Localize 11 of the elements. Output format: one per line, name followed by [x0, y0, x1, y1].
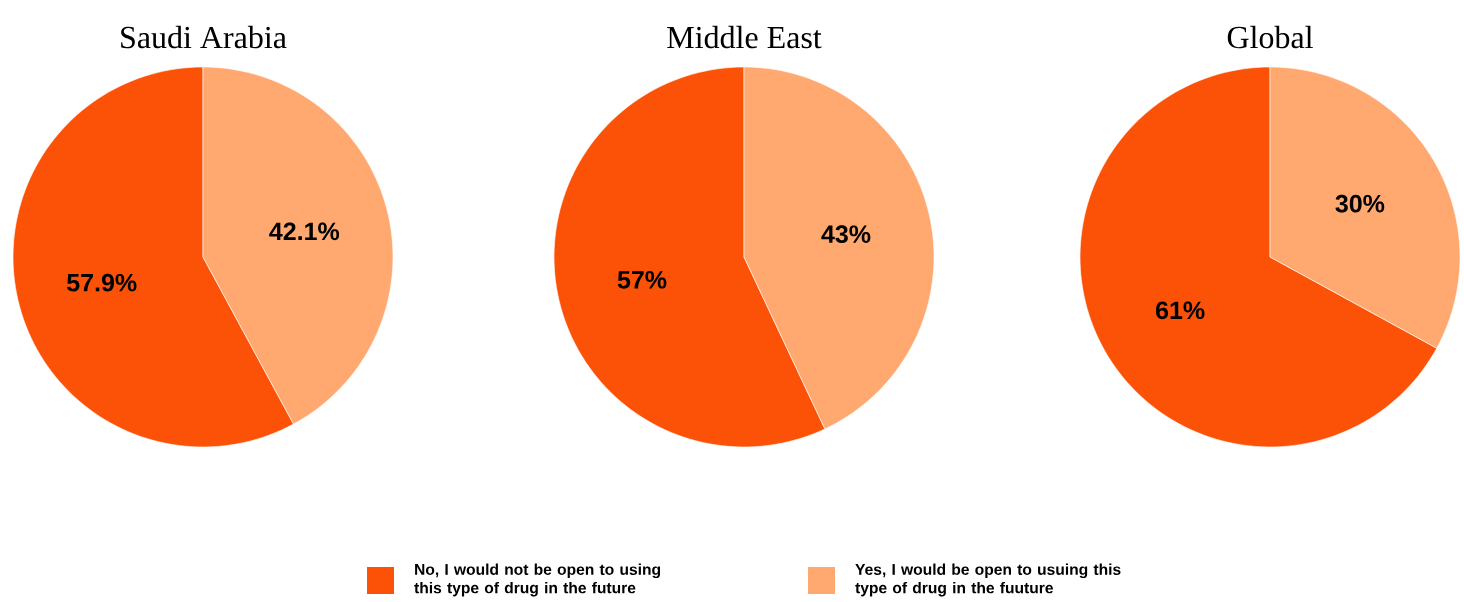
data-label: 61%: [1156, 301, 1205, 320]
legend-label: Yes, I would be open to usuing this type of drug in the fuuture: [855, 563, 1121, 597]
chart-title: Saudi Arabia: [121, 25, 287, 49]
data-label: 43%: [821, 225, 871, 244]
data-label: 42.1%: [269, 222, 340, 241]
chart-title: Global: [1227, 25, 1313, 49]
data-label: 57.9%: [67, 273, 137, 292]
data-label: 57%: [617, 270, 667, 289]
chart-title: Middle East: [667, 25, 822, 49]
data-label: 30%: [1335, 194, 1385, 213]
legend-label: No, I would not be open to using this type of drug in the future: [414, 563, 660, 597]
